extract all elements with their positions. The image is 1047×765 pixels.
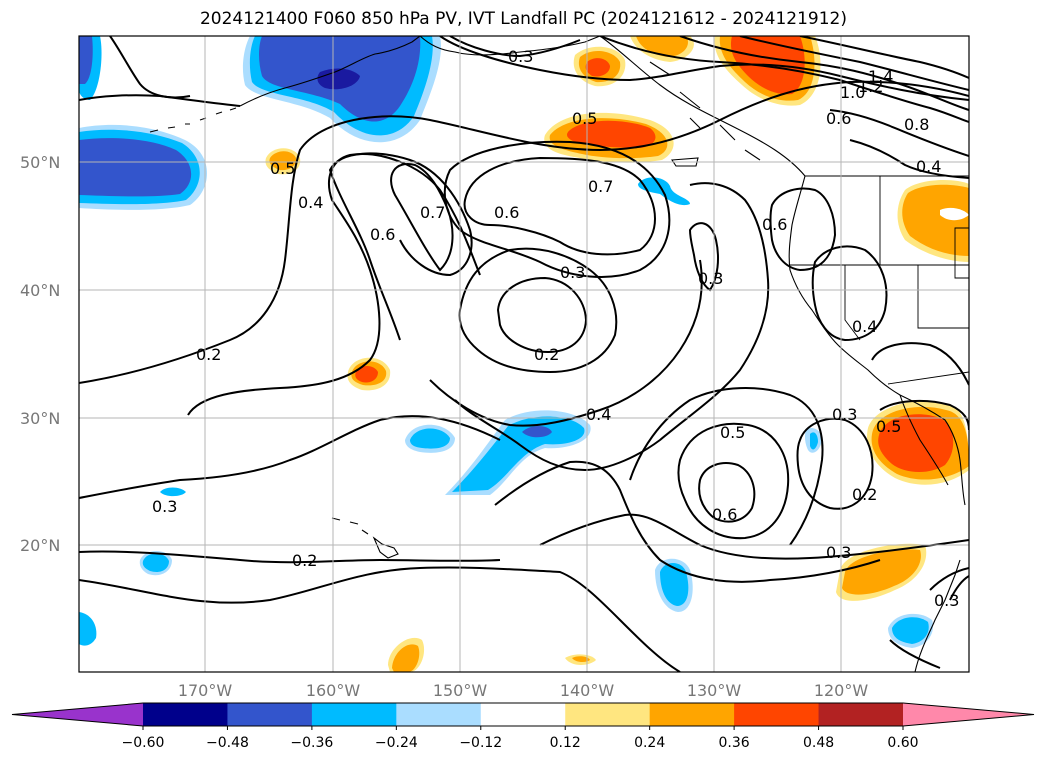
colorbar-segment [818, 703, 904, 726]
contour-label: 0.6 [494, 203, 519, 222]
contour-label: 0.4 [916, 157, 941, 176]
colorbar-tick-label: 0.12 [550, 735, 581, 751]
contour-label: 0.2 [852, 485, 877, 504]
map-title: 2024121400 F060 850 hPa PV, IVT Landfall… [199, 9, 847, 29]
contour-lines [79, 36, 969, 672]
contour-label: 0.3 [560, 263, 585, 282]
contour-label: 1.4 [868, 67, 893, 86]
colorbar-segment [311, 703, 397, 726]
contour-label: 0.4 [586, 405, 611, 424]
colorbar-tick-label: −0.24 [375, 735, 418, 751]
lon-label: 140°W [560, 681, 615, 700]
lat-label: 50°N [20, 153, 60, 172]
contour-label: 0.7 [588, 177, 613, 196]
contour-label: 0.3 [832, 405, 857, 424]
colorbar-segment [565, 703, 651, 726]
contour-label: 0.3 [934, 591, 959, 610]
contour-label: 0.3 [508, 47, 533, 66]
lon-label: 120°W [814, 681, 869, 700]
colorbar-tick-label: −0.48 [206, 735, 249, 751]
map-border [78, 35, 970, 673]
colorbar-extend-min [12, 703, 143, 726]
colorbar-tick-label: 0.36 [719, 735, 750, 751]
contour-label: 1.0 [840, 83, 865, 102]
colorbar-segment [649, 703, 735, 726]
colorbar-segment [143, 703, 228, 726]
contour-label: 0.6 [712, 505, 737, 524]
contour-label: 0.2 [196, 345, 221, 364]
colorbar-extend-max [903, 703, 1034, 726]
contour-label: 0.3 [698, 269, 723, 288]
map-content [79, 36, 969, 672]
positive-fill-regions [265, 36, 969, 672]
lon-label: 170°W [178, 681, 233, 700]
contour-label: 0.5 [720, 423, 745, 442]
colorbar-tick-label: −0.36 [290, 735, 333, 751]
contour-label: 0.6 [762, 215, 787, 234]
contour-label: 0.3 [826, 543, 851, 562]
lat-label: 30°N [20, 409, 60, 428]
lon-label: 130°W [687, 681, 742, 700]
contour-label: 0.2 [292, 551, 317, 570]
axis-labels: 50°N 40°N 30°N 20°N 170°W 160°W 150°W 14… [20, 153, 868, 700]
colorbar-segment [227, 703, 313, 726]
colorbar-tick-label: 0.60 [887, 735, 918, 751]
negative-fill-regions [79, 36, 934, 648]
contour-label: 0.3 [152, 497, 177, 516]
lat-label: 20°N [20, 536, 60, 555]
colorbar-tick-label: 0.24 [634, 735, 665, 751]
lat-label: 40°N [20, 281, 60, 300]
contour-label: 0.5 [270, 159, 295, 178]
contour-label: 0.5 [876, 417, 901, 436]
contour-labels: 0.3 0.5 0.5 0.4 0.7 0.6 0.6 0.7 0.6 0.3 … [152, 47, 959, 610]
colorbar: −0.60 −0.48 −0.36 −0.24 −0.12 0.12 0.24 0.36 0.4… [11, 702, 1035, 751]
contour-label: 0.4 [852, 317, 877, 336]
colorbar-segment [734, 703, 820, 726]
contour-label: 0.8 [904, 115, 929, 134]
lon-label: 160°W [306, 681, 361, 700]
contour-label: 0.6 [826, 109, 851, 128]
contour-label: 0.4 [298, 193, 323, 212]
contour-label: 1.2 [858, 77, 883, 96]
gridlines [79, 36, 969, 672]
contour-label: 0.7 [420, 203, 445, 222]
lon-label: 150°W [433, 681, 488, 700]
colorbar-tick-label: −0.60 [122, 735, 165, 751]
contour-label: 0.5 [572, 109, 597, 128]
colorbar-segment [480, 703, 566, 726]
colorbar-tick-label: −0.12 [459, 735, 502, 751]
contour-label: 0.2 [534, 345, 559, 364]
colorbar-tick-label: 0.48 [803, 735, 834, 751]
contour-label: 0.6 [370, 225, 395, 244]
colorbar-segment [396, 703, 482, 726]
